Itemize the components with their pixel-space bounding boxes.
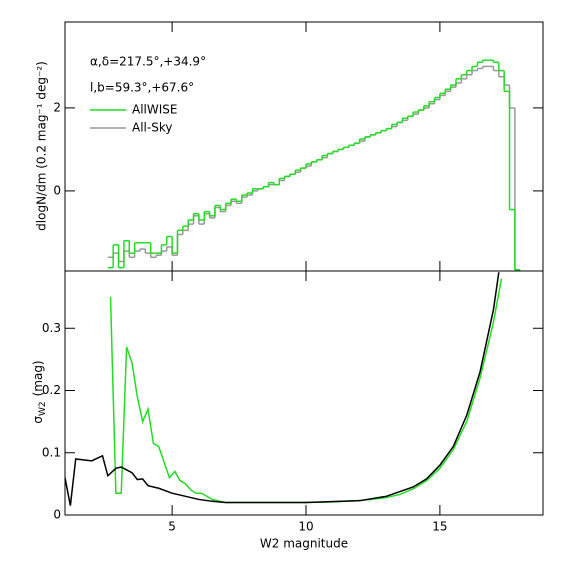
x-tick-label: 10 (298, 520, 313, 534)
bottom-frame (64, 270, 544, 516)
sigma-line (109, 278, 503, 504)
x-tick-label: 5 (168, 520, 176, 534)
legend-label: All-Sky (132, 121, 172, 135)
symbol: σ (31, 416, 45, 424)
legend-label: AllWISE (132, 103, 177, 117)
y-tick-label: 2 (53, 100, 61, 114)
sigma-line (65, 272, 500, 506)
y-axis-label: dlogN/dm (0.2 mag⁻¹ deg⁻²) (35, 61, 49, 231)
y-tick-label: 0.3 (42, 321, 61, 335)
y-tick-label: 0 (53, 183, 61, 197)
y-axis-label: σW2 (mag) (31, 360, 48, 423)
x-axis-label: W2 magnitude (260, 537, 348, 551)
annotation: l,b=59.3°,+67.6° (90, 81, 194, 95)
y-tick-label: 0.1 (42, 445, 61, 459)
annotation: α,δ=217.5°,+34.9° (90, 55, 206, 69)
unit: (mag) (31, 360, 45, 396)
subscript: W2 (38, 401, 48, 416)
y-tick-label: 0.2 (42, 383, 61, 397)
x-tick-label: 15 (432, 520, 447, 534)
plot-area (65, 272, 503, 506)
y-tick-label: 0 (53, 508, 61, 522)
